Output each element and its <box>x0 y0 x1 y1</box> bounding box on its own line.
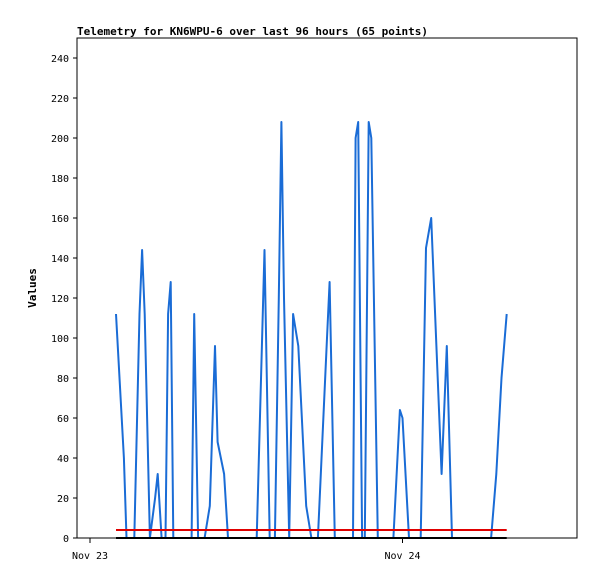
plot-frame <box>76 37 578 539</box>
y-tick-label: 40 <box>57 454 69 465</box>
y-tick-label: 220 <box>51 94 69 105</box>
chart-title: Telemetry for KN6WPU-6 over last 96 hour… <box>77 25 428 38</box>
y-tick-label: 200 <box>51 134 69 145</box>
series-line-0 <box>115 121 508 539</box>
y-tick-label: 180 <box>51 174 69 185</box>
x-tick-label: Nov 23 <box>72 551 108 562</box>
y-tick-label: 160 <box>51 214 69 225</box>
y-tick-label: 60 <box>57 414 69 425</box>
y-tick-label: 240 <box>51 54 69 65</box>
y-tick-label: 140 <box>51 254 69 265</box>
x-tick-label: Nov 24 <box>384 551 420 562</box>
y-axis: 0 20 40 60 80 100 120 140 160 180 200 220 240 <box>51 54 77 545</box>
y-axis-label: Values <box>26 268 39 308</box>
x-axis: Nov 23 Nov 24 <box>72 538 421 562</box>
y-tick-label: 20 <box>57 494 69 505</box>
y-tick-label: 80 <box>57 374 69 385</box>
y-tick-label: 0 <box>63 534 69 545</box>
y-tick-label: 100 <box>51 334 69 345</box>
y-tick-label: 120 <box>51 294 69 305</box>
series-lines <box>115 121 508 539</box>
